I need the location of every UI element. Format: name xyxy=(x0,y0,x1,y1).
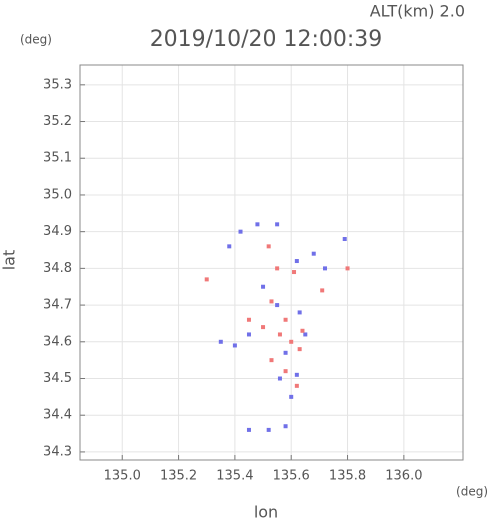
point xyxy=(294,383,299,388)
point xyxy=(232,343,237,348)
y-tick-label: 35.1 xyxy=(43,151,72,166)
y-tick-label: 34.5 xyxy=(43,371,72,386)
point xyxy=(269,299,274,304)
y-tick-label: 34.3 xyxy=(43,444,72,459)
y-unit: (deg) xyxy=(20,33,52,47)
point xyxy=(246,332,251,337)
point xyxy=(277,376,282,381)
point xyxy=(320,288,325,293)
y-tick-label: 35.2 xyxy=(43,114,72,129)
point xyxy=(342,237,347,242)
point xyxy=(283,424,288,429)
point xyxy=(283,317,288,322)
point xyxy=(292,270,297,275)
y-tick-label: 34.4 xyxy=(43,408,72,423)
point xyxy=(261,284,266,289)
point xyxy=(227,244,232,249)
y-tick-label: 34.8 xyxy=(43,261,72,276)
x-tick-label: 135.0 xyxy=(104,469,141,484)
point xyxy=(303,332,308,337)
point xyxy=(218,339,223,344)
x-axis-label: lon xyxy=(254,503,278,521)
point xyxy=(255,222,260,227)
point xyxy=(283,369,288,374)
point xyxy=(266,427,271,432)
point xyxy=(294,372,299,377)
point xyxy=(277,332,282,337)
y-tick-label: 34.9 xyxy=(43,224,72,239)
point xyxy=(204,277,209,282)
y-tick-label: 35.3 xyxy=(43,77,72,92)
point xyxy=(266,244,271,249)
point xyxy=(289,394,294,399)
point xyxy=(283,350,288,355)
point xyxy=(345,266,350,271)
point xyxy=(294,259,299,264)
point xyxy=(275,266,280,271)
point xyxy=(238,229,243,234)
point xyxy=(246,427,251,432)
x-tick-label: 135.4 xyxy=(216,469,253,484)
y-tick-label: 34.7 xyxy=(43,298,72,313)
point xyxy=(311,251,316,256)
point xyxy=(269,358,274,363)
y-tick-label: 34.6 xyxy=(43,334,72,349)
point xyxy=(300,328,305,333)
point xyxy=(275,303,280,308)
point xyxy=(297,347,302,352)
y-axis-label: lat xyxy=(0,250,19,271)
plot-frame xyxy=(79,64,464,461)
altitude-label: ALT(km) 2.0 xyxy=(370,2,465,21)
point xyxy=(246,317,251,322)
x-tick-label: 135.6 xyxy=(273,469,310,484)
point xyxy=(323,266,328,271)
point xyxy=(275,222,280,227)
x-unit: (deg) xyxy=(456,485,488,499)
chart-title: 2019/10/20 12:00:39 xyxy=(150,27,383,52)
point xyxy=(261,325,266,330)
x-tick-label: 135.2 xyxy=(160,469,197,484)
x-tick-label: 136.0 xyxy=(385,469,422,484)
x-tick-label: 135.8 xyxy=(329,469,366,484)
point xyxy=(297,310,302,315)
y-tick-label: 35.0 xyxy=(43,187,72,202)
point xyxy=(289,339,294,344)
